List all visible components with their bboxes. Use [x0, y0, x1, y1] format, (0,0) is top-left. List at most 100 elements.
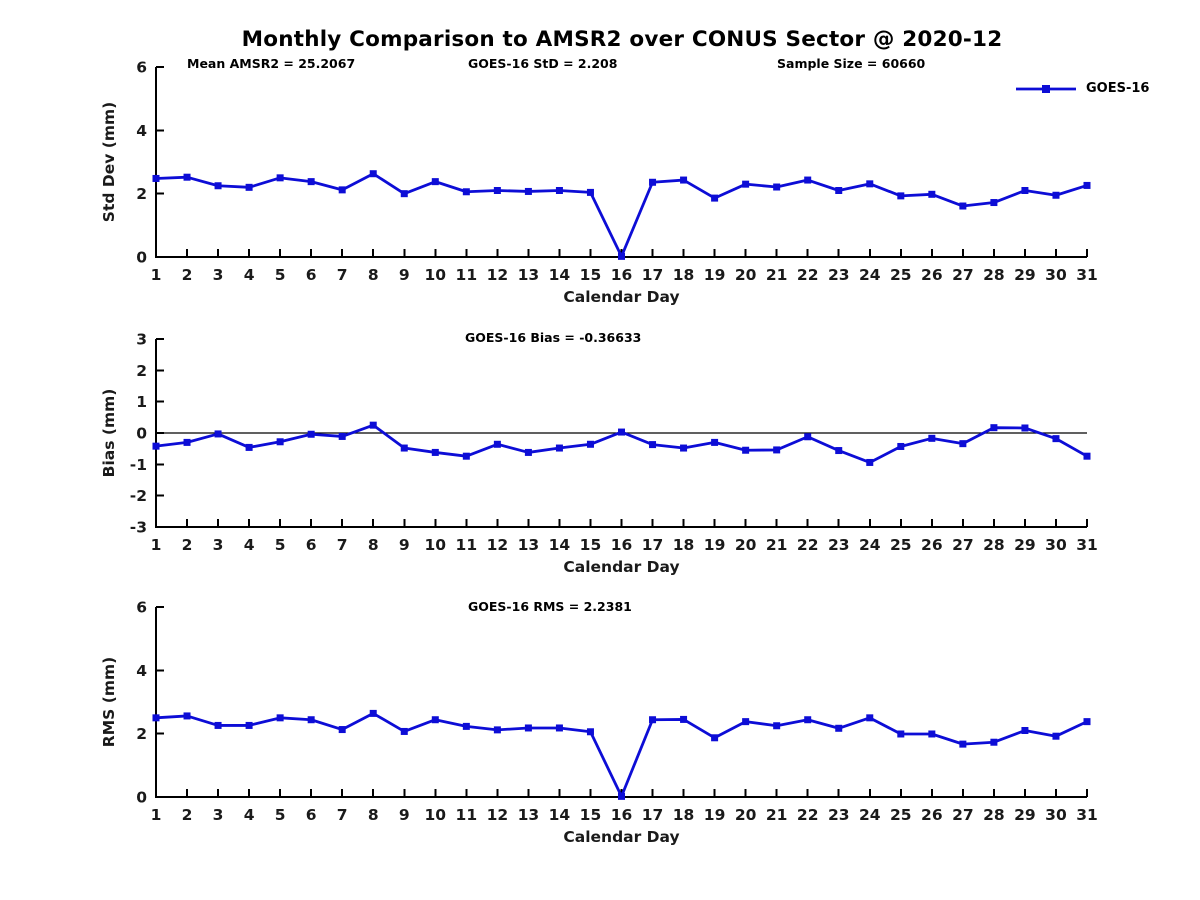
data-point-marker — [711, 734, 719, 742]
x-tick-label: 26 — [921, 536, 943, 554]
x-tick-label: 9 — [399, 806, 410, 824]
data-point-marker — [742, 718, 750, 726]
data-point-marker — [431, 716, 439, 724]
x-tick-label: 31 — [1076, 266, 1098, 284]
series-line-goes16 — [155, 712, 1088, 798]
x-tick-label: 1 — [151, 536, 162, 554]
legend-line-marker-icon — [1016, 84, 1076, 93]
data-point-marker — [1083, 452, 1091, 460]
data-point-marker — [897, 442, 905, 450]
x-tick-label: 4 — [244, 806, 255, 824]
data-point-marker — [183, 173, 191, 181]
data-point-marker — [152, 174, 160, 182]
x-tick-label: 10 — [425, 536, 447, 554]
x-tick-label: 25 — [890, 536, 912, 554]
x-tick-label: 19 — [704, 536, 726, 554]
x-tick-label: 27 — [952, 806, 974, 824]
axes — [155, 338, 1088, 528]
data-point-marker — [1021, 424, 1029, 432]
data-point-marker — [152, 714, 160, 722]
x-tick-label: 24 — [859, 266, 881, 284]
x-tick-label: 22 — [797, 806, 819, 824]
data-point-marker — [493, 440, 501, 448]
data-point-marker — [462, 452, 470, 460]
x-tick-label: 23 — [828, 806, 850, 824]
x-tick-label: 7 — [337, 536, 348, 554]
x-tick-label: 3 — [213, 536, 224, 554]
x-tick-label: 3 — [213, 266, 224, 284]
data-point-marker — [369, 709, 377, 717]
data-point-marker — [990, 738, 998, 746]
x-tick-label: 16 — [611, 536, 633, 554]
x-tick-label: 16 — [611, 266, 633, 284]
x-tick-label: 27 — [952, 266, 974, 284]
data-point-marker — [928, 730, 936, 738]
x-tick-label: 15 — [580, 806, 602, 824]
x-tick-label: 20 — [735, 266, 757, 284]
x-tick-label: 6 — [306, 536, 317, 554]
data-point-marker — [649, 716, 657, 724]
data-point-marker — [928, 434, 936, 442]
data-point-marker — [214, 182, 222, 190]
series-line-goes16 — [155, 172, 1088, 258]
x-tick-label: 4 — [244, 536, 255, 554]
data-point-marker — [866, 458, 874, 466]
axes — [155, 606, 1088, 798]
x-tick-label: 5 — [275, 266, 286, 284]
data-point-marker — [493, 726, 501, 734]
data-point-marker — [618, 428, 625, 436]
data-point-marker — [959, 202, 967, 210]
data-point-marker — [307, 716, 315, 724]
data-point-marker — [1052, 732, 1060, 740]
y-tick-label: 2 — [136, 185, 147, 203]
x-tick-label: 7 — [337, 806, 348, 824]
x-tick-label: 23 — [828, 266, 850, 284]
data-point-marker — [835, 447, 843, 455]
x-tick-label: 18 — [673, 266, 695, 284]
data-point-marker — [586, 440, 594, 448]
x-axis-label: Calendar Day — [563, 828, 679, 846]
data-point-marker — [369, 421, 377, 429]
x-tick-label: 6 — [306, 806, 317, 824]
y-axis-label: RMS (mm) — [100, 657, 118, 747]
data-point-marker — [555, 724, 563, 732]
annotation-sample-size: Sample Size = 60660 — [777, 56, 926, 71]
x-tick-label: 29 — [1014, 806, 1036, 824]
annotation-goes-std: GOES-16 StD = 2.208 — [468, 56, 618, 71]
x-tick-label: 14 — [549, 536, 571, 554]
data-point-marker — [773, 722, 781, 730]
x-tick-label: 27 — [952, 536, 974, 554]
data-point-marker — [245, 183, 253, 191]
x-tick-label: 2 — [182, 266, 193, 284]
x-tick-label: 15 — [580, 266, 602, 284]
y-tick-label: 2 — [136, 362, 147, 380]
data-point-marker — [649, 178, 657, 186]
x-tick-label: 10 — [425, 266, 447, 284]
data-point-marker — [338, 726, 346, 734]
x-tick-label: 14 — [549, 806, 571, 824]
data-point-marker — [524, 448, 532, 456]
x-axis-label: Calendar Day — [563, 558, 679, 576]
data-point-marker — [866, 714, 874, 722]
x-tick-label: 30 — [1045, 806, 1067, 824]
data-point-marker — [804, 716, 812, 724]
data-point-marker — [307, 178, 315, 186]
data-point-marker — [245, 721, 253, 729]
x-tick-label: 31 — [1076, 536, 1098, 554]
data-point-marker — [1021, 727, 1029, 734]
x-tick-label: 8 — [368, 536, 379, 554]
data-point-marker — [586, 728, 594, 736]
data-point-marker — [928, 190, 936, 198]
x-tick-label: 24 — [859, 806, 881, 824]
data-point-marker — [866, 180, 874, 188]
x-tick-label: 28 — [983, 536, 1005, 554]
data-point-marker — [835, 187, 843, 194]
y-tick-label: 3 — [136, 331, 147, 349]
x-tick-label: 9 — [399, 266, 410, 284]
data-point-marker — [462, 722, 470, 730]
data-point-marker — [990, 424, 998, 432]
x-tick-label: 28 — [983, 266, 1005, 284]
